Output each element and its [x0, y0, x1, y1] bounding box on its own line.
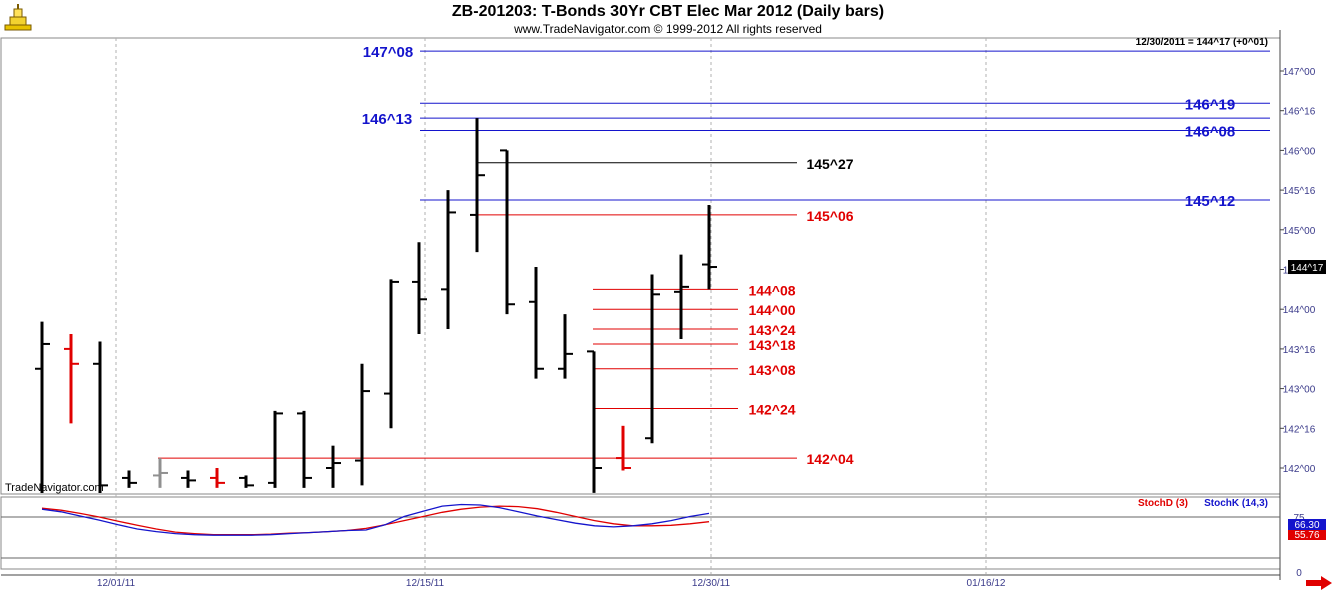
price-bar: [616, 425, 631, 471]
level-label: 145^12: [1185, 193, 1235, 210]
price-pane-border: [0, 37, 1281, 495]
stoch-value-label: 66.30: [1294, 520, 1319, 531]
current-price-badge: [1288, 260, 1326, 275]
x-tick-label: 12/01/11: [97, 578, 136, 589]
trade-navigator-logo-icon[interactable]: [3, 3, 33, 33]
level-label: 143^24: [748, 322, 795, 338]
price-bar: [297, 410, 312, 488]
price-bar: [122, 470, 137, 488]
last-value-note: 12/30/2011 = 144^17 (+0^01): [1136, 37, 1268, 48]
chart-title: ZB-201203: T-Bonds 30Yr CBT Elec Mar 201…: [451, 3, 885, 20]
price-bar: [210, 468, 225, 488]
grid-lines: [115, 38, 987, 574]
price-bar: [153, 458, 168, 488]
price-bar: [558, 314, 573, 379]
y-tick-label: 143^00: [1283, 385, 1316, 396]
price-bar: [674, 254, 689, 339]
level-label: 143^08: [748, 362, 795, 378]
level-lines: 147^08 146^19 146^13 146^08 145^27 145^12 145^…: [158, 44, 1270, 467]
copyright-text: www.TradeNavigator.com © 1999-2012 All r…: [514, 22, 822, 36]
level-label: 146^08: [1185, 124, 1235, 141]
stoch-value-label: 55.76: [1294, 530, 1319, 541]
level-label: 143^18: [748, 337, 795, 353]
stoch-value-badge: [1288, 529, 1326, 540]
price-bar: [35, 321, 50, 493]
axis-labels: 142^00142^16143^00143^16144^00144^16145^…: [97, 67, 1326, 589]
price-bar: [412, 242, 427, 335]
watermark-text: TradeNavigator.com: [5, 482, 104, 494]
price-bar: [268, 410, 283, 488]
scroll-right-arrow-icon[interactable]: [1305, 576, 1333, 590]
level-label: 145^06: [806, 208, 853, 224]
legend-stochd: StochD (3): [1138, 498, 1188, 509]
level-label: 142^24: [748, 401, 795, 417]
level-label: 142^04: [806, 451, 853, 467]
price-bar: [702, 204, 717, 290]
price-bar: [239, 475, 254, 488]
y-tick-label: 146^16: [1283, 107, 1316, 118]
price-bar: [529, 267, 544, 379]
x-tick-label: 01/16/12: [967, 578, 1006, 589]
stoch-tick-label: 75: [1293, 513, 1305, 524]
x-tick-label: 12/15/11: [406, 578, 445, 589]
x-tick-label: 12/30/11: [692, 578, 731, 589]
y-tick-label: 145^16: [1283, 186, 1316, 197]
price-bar: [384, 279, 399, 429]
level-label: 144^00: [748, 302, 795, 318]
price-bar: [93, 341, 108, 493]
price-bar: [181, 470, 196, 488]
price-bar: [64, 334, 79, 424]
price-bar: [441, 190, 456, 330]
y-tick-label: 146^00: [1283, 146, 1316, 157]
level-label: 146^13: [362, 111, 412, 128]
price-bar: [470, 118, 485, 253]
y-tick-label: 144^00: [1283, 305, 1316, 316]
stoch-tick-label: 0: [1296, 568, 1302, 579]
y-tick-label: 142^00: [1283, 464, 1316, 475]
legend-stochk: StochK (14,3): [1204, 498, 1268, 509]
y-tick-label: 143^16: [1283, 345, 1316, 356]
level-label: 144^08: [748, 282, 795, 298]
y-tick-label: 145^00: [1283, 226, 1316, 237]
level-label: 147^08: [363, 44, 413, 61]
stoch-value-badge: [1288, 519, 1326, 530]
price-bar: [587, 350, 602, 493]
current-price-label: 144^17: [1291, 263, 1324, 274]
price-bar: [645, 274, 660, 444]
price-bar: [355, 363, 370, 486]
level-label: 145^27: [806, 156, 853, 172]
stoch-line: [41, 505, 710, 536]
price-bar: [500, 149, 515, 315]
stoch-line: [41, 503, 710, 536]
price-bar: [326, 445, 341, 488]
level-label: 146^19: [1185, 96, 1235, 113]
y-tick-label: 142^16: [1283, 424, 1316, 435]
price-bars: [35, 118, 717, 493]
y-tick-label: 147^00: [1283, 67, 1316, 78]
